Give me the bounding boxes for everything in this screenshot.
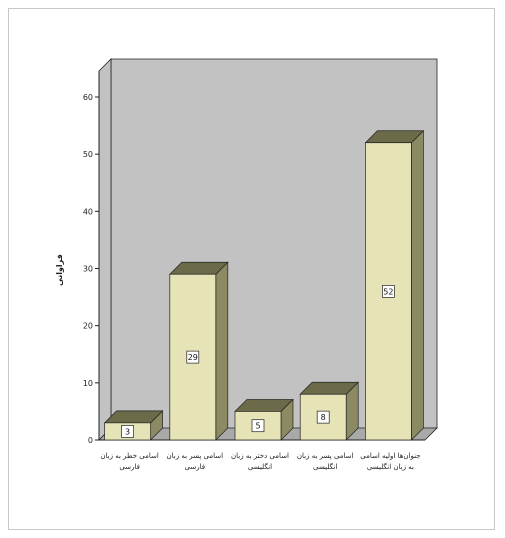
y-tick-label: 10 — [83, 379, 93, 388]
data-label-box — [316, 410, 330, 424]
data-label: 52 — [383, 287, 393, 296]
data-label: 5 — [255, 422, 260, 431]
data-label-box — [251, 419, 265, 433]
data-label-box — [121, 425, 134, 438]
category-label: اسامی دختر به زبان — [231, 452, 289, 460]
data-label: 29 — [188, 353, 198, 362]
y-tick-label: 0 — [88, 436, 93, 445]
y-tick-label: 40 — [83, 207, 93, 216]
y-tick-label: 60 — [83, 93, 93, 102]
y-tick-label: 30 — [83, 265, 93, 274]
data-label-box — [382, 285, 395, 298]
category-label: اسامی خطر به زبان — [100, 452, 158, 460]
bar-side — [411, 129, 424, 441]
y-tick-label: 20 — [83, 322, 93, 331]
category-label: انگلیسی — [248, 462, 272, 471]
data-label: 8 — [321, 413, 326, 422]
data-label: 3 — [125, 427, 130, 436]
bar-side — [215, 261, 229, 441]
category-label: فارسی — [185, 463, 206, 471]
category-label: اسامی پسر به زبان — [167, 452, 224, 460]
category-label: فارسی — [119, 463, 140, 471]
chart-left-wall — [98, 58, 112, 441]
category-label: جنوان‌ها اولیه اسامی — [360, 452, 420, 460]
category-label: اسامی پسر به زبان — [297, 452, 354, 460]
data-label-box — [186, 350, 200, 364]
y-tick-label: 50 — [83, 150, 93, 159]
bar — [299, 393, 347, 441]
y-axis-title: فراوانی — [55, 254, 64, 286]
category-label: به زبان انگلیسی — [367, 462, 414, 471]
category-label: انگلیسی — [313, 462, 337, 471]
category-labels: اسامی خطر به زبان فارسی اسامی پسر به زبان ف… — [100, 452, 420, 471]
bars-group: 3 29 5 8 52 — [103, 129, 425, 441]
